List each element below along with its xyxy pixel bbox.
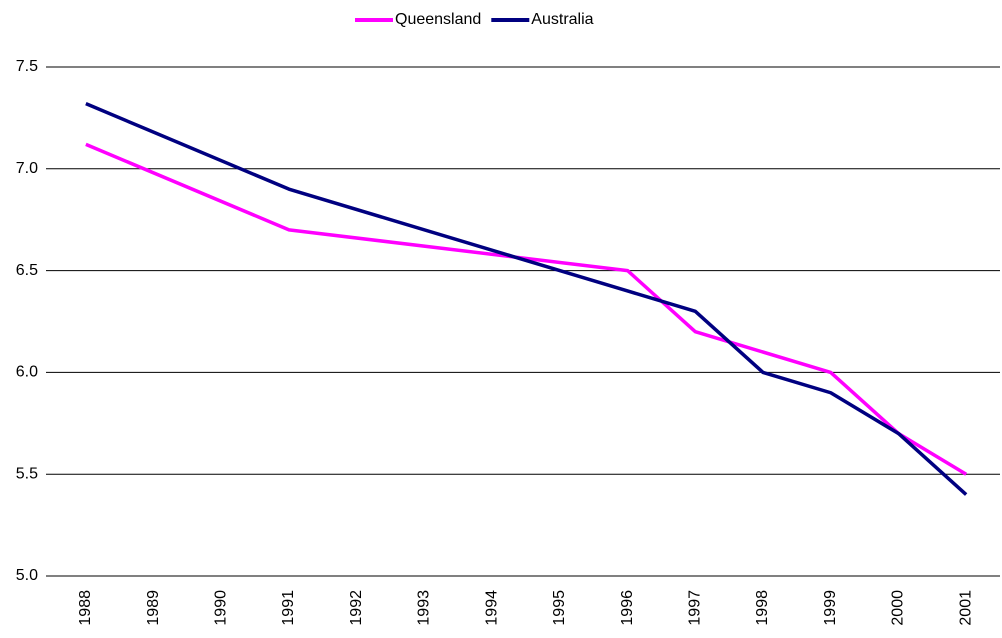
x-tick-label: 1998 — [754, 590, 771, 626]
y-tick-label: 5.5 — [16, 465, 38, 482]
y-tick-label: 7.0 — [16, 160, 38, 177]
line-series — [85, 102, 968, 496]
x-tick-label: 1990 — [213, 590, 230, 626]
x-tick-label: 1993 — [416, 590, 433, 626]
y-tick-label: 5.0 — [16, 567, 38, 584]
x-tick-label: 1999 — [822, 590, 839, 626]
x-tick-label: 1992 — [348, 590, 365, 626]
x-tick-label: 1994 — [483, 590, 500, 626]
y-tick-label: 6.5 — [16, 262, 38, 279]
y-tick-label: 6.0 — [16, 364, 38, 381]
y-tick-label: 7.5 — [16, 58, 38, 75]
legend-label: Australia — [531, 11, 593, 28]
x-tick-label: 1995 — [551, 590, 568, 626]
x-tick-label: 1991 — [280, 590, 297, 626]
legend-label: Queensland — [395, 11, 481, 28]
x-tick-label: 2000 — [890, 590, 907, 626]
line-series — [85, 142, 968, 476]
x-tick-label: 2001 — [957, 590, 974, 626]
x-tick-label: 1997 — [687, 590, 704, 626]
x-tick-label: 1988 — [77, 590, 94, 626]
x-tick-label: 1996 — [619, 590, 636, 626]
x-tick-label: 1989 — [145, 590, 162, 626]
